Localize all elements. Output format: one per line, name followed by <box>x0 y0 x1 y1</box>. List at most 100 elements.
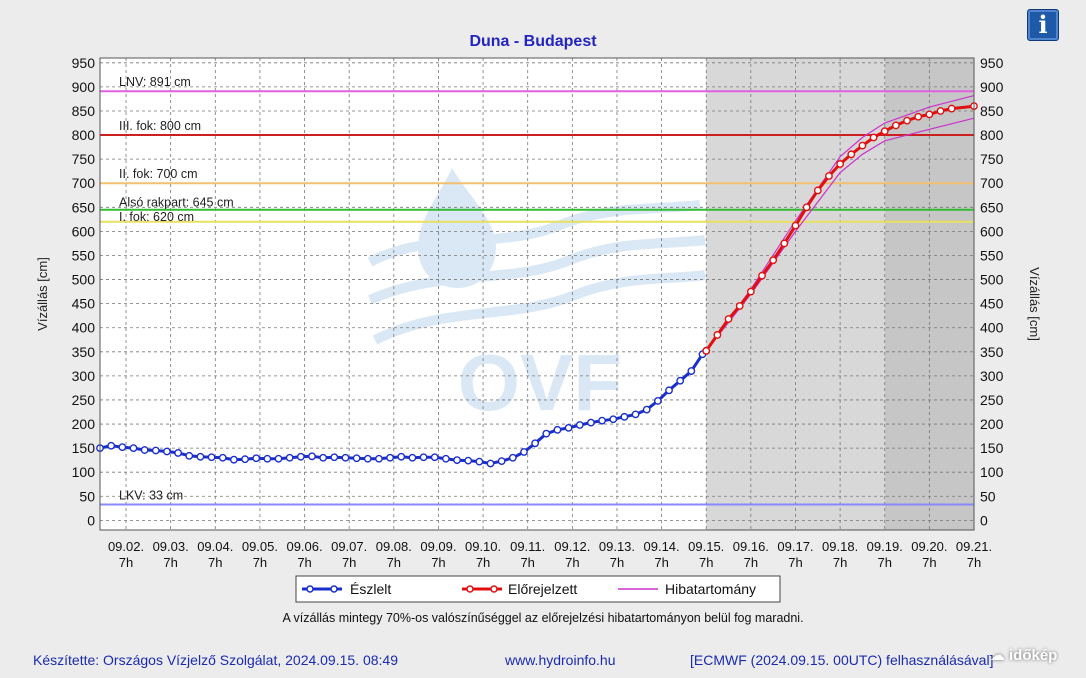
footer-link[interactable]: www.hydroinfo.hu <box>505 652 616 668</box>
y-tick-label: 150 <box>980 440 1004 456</box>
y-tick-label: 500 <box>72 272 96 288</box>
y-tick-label: 400 <box>980 320 1004 336</box>
y-tick-label: 600 <box>72 223 96 239</box>
cloud-icon: ☁ <box>990 647 1005 664</box>
y-tick-label: 250 <box>980 392 1004 408</box>
x-tick-label: 09.21. <box>956 539 992 554</box>
data-point <box>869 133 878 142</box>
data-point <box>218 453 227 462</box>
y-axis-label-left: Vízállás [cm] <box>35 257 50 331</box>
legend-item-observed: Észlelt <box>302 581 391 597</box>
data-point <box>891 121 900 130</box>
footer-author: Készítette: Országos Vízjelző Szolgálat,… <box>33 652 398 668</box>
threshold-label: II. fok: 700 cm <box>119 167 198 181</box>
data-point <box>263 454 272 463</box>
x-tick-label: 09.20. <box>911 539 947 554</box>
x-tick-label: 7h <box>922 555 936 570</box>
y-tick-label: 750 <box>72 151 96 167</box>
y-tick-label: 200 <box>980 416 1004 432</box>
y-tick-label: 350 <box>72 344 96 360</box>
data-point <box>564 423 573 432</box>
data-point <box>769 256 778 265</box>
x-tick-label: 7h <box>788 555 802 570</box>
y-axis-right: 0 50 100 150 200 250 300 350 400 450 500 550 600 650 7… <box>980 55 1004 529</box>
plot-border <box>99 57 975 531</box>
footer-source: [ECMWF (2024.09.15. 00UTC) felhasználásá… <box>690 652 994 668</box>
data-point <box>713 331 722 339</box>
y-tick-label: 200 <box>72 416 96 432</box>
info-icon[interactable]: i <box>1027 9 1059 41</box>
x-tick-label: 7h <box>744 555 758 570</box>
data-point <box>903 116 911 125</box>
water-drop-icon <box>418 168 496 288</box>
y-tick-label: 600 <box>980 223 1004 239</box>
data-point <box>746 287 755 296</box>
chart-title: Duna - Budapest <box>469 33 597 50</box>
x-tick-label: 7h <box>610 555 624 570</box>
data-point <box>813 186 822 195</box>
y-tick-label: 950 <box>72 55 96 71</box>
y-tick-label: 450 <box>980 296 1004 312</box>
data-point <box>914 112 923 121</box>
data-point <box>419 453 428 462</box>
x-tick-label: 7h <box>163 555 177 570</box>
data-point <box>702 346 711 355</box>
x-tick-label: 7h <box>387 555 401 570</box>
x-tick-label: 7h <box>208 555 222 570</box>
data-point <box>118 443 127 452</box>
data-point <box>858 141 867 150</box>
y-tick-label: 500 <box>980 272 1004 288</box>
legend-box <box>295 575 781 603</box>
data-point <box>296 452 305 461</box>
y-tick-label: 100 <box>72 464 96 480</box>
data-point <box>430 453 439 462</box>
legend-item-forecast: Előrejelzett <box>462 581 577 597</box>
data-point <box>408 453 417 462</box>
x-tick-label: 7h <box>833 555 847 570</box>
data-point <box>319 453 328 462</box>
y-tick-label: 900 <box>72 79 96 95</box>
data-point <box>609 415 618 424</box>
corner-watermark-text: időkép <box>1009 647 1058 664</box>
data-point <box>676 376 685 385</box>
y-tick-label: 900 <box>980 79 1004 95</box>
x-tick-label: 09.12. <box>554 539 590 554</box>
y-tick-label: 700 <box>72 175 96 191</box>
data-point <box>185 451 194 460</box>
data-point <box>780 239 789 248</box>
y-tick-label: 800 <box>980 127 1004 143</box>
x-tick-label: 7h <box>878 555 892 570</box>
data-point <box>802 203 811 212</box>
data-point <box>575 421 584 429</box>
data-point <box>880 127 889 136</box>
y-tick-label: 150 <box>72 440 96 456</box>
data-point <box>520 448 528 456</box>
data-point <box>241 455 249 464</box>
x-tick-label: 09.11. <box>510 539 545 554</box>
x-tick-label: 09.08. <box>376 539 412 554</box>
data-point <box>542 429 551 438</box>
data-point <box>825 172 833 180</box>
data-point <box>587 418 595 427</box>
x-tick-label: 09.06. <box>286 539 322 554</box>
data-point <box>163 447 171 456</box>
data-point <box>464 456 473 465</box>
data-point <box>363 454 372 463</box>
data-point <box>174 449 183 457</box>
legend-marker-icon <box>330 585 338 593</box>
threshold-label: LNV: 891 cm <box>119 75 191 89</box>
x-tick-label: 7h <box>431 555 445 570</box>
y-tick-label: 950 <box>980 55 1004 71</box>
y-tick-label: 800 <box>72 127 96 143</box>
x-tick-label: 09.14. <box>644 539 680 554</box>
y-tick-label: 300 <box>72 368 96 384</box>
legend-item-error-range: Hibatartomány <box>618 581 756 597</box>
data-point <box>397 452 406 461</box>
x-tick-label: 09.18. <box>822 539 858 554</box>
threshold-label: III. fok: 800 cm <box>119 119 201 133</box>
legend-label: Észlelt <box>350 581 391 597</box>
y-tick-label: 850 <box>980 103 1004 119</box>
x-tick-label: 7h <box>654 555 668 570</box>
data-point <box>140 446 149 454</box>
